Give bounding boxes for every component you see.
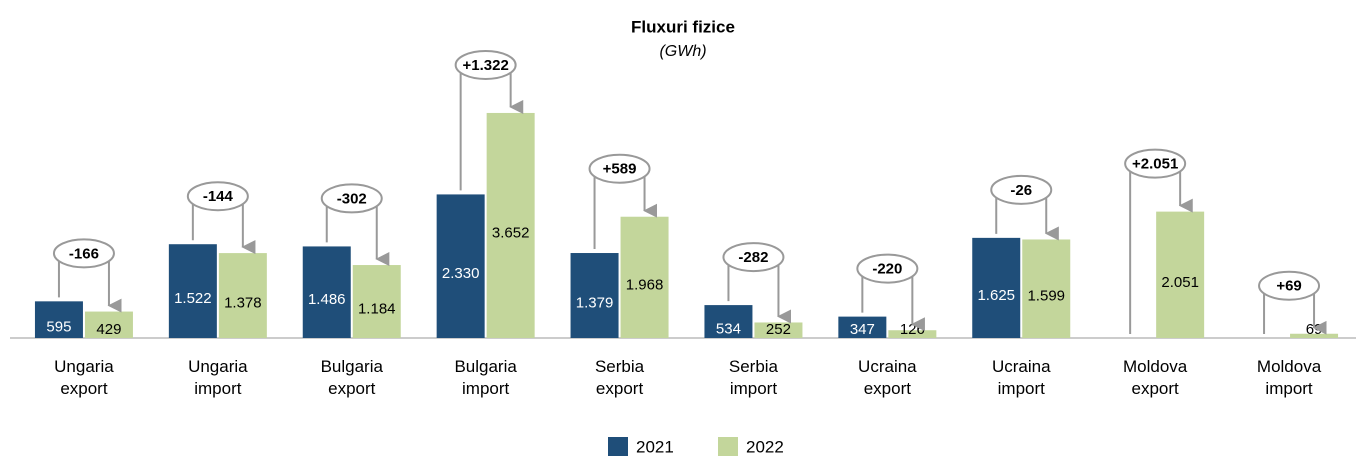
legend-label: 2022 — [746, 437, 784, 456]
x-tick-label: Ungaria export — [54, 357, 114, 398]
data-label: 1.599 — [1027, 288, 1065, 305]
change-bubble — [990, 174, 1053, 205]
change-bubble — [320, 183, 383, 214]
bar — [168, 244, 217, 338]
change-bubble — [588, 153, 651, 184]
data-label: 429 — [96, 321, 121, 338]
x-tick-label: Bulgaria export — [320, 357, 383, 398]
change-label: +2.051 — [1132, 156, 1178, 173]
data-label: 3.652 — [492, 224, 530, 241]
bar — [1156, 211, 1205, 338]
x-tick-label: Bulgaria import — [454, 357, 517, 398]
data-label: 534 — [716, 321, 741, 338]
x-tick-label: Serbia import — [728, 357, 778, 398]
change-bubble — [1258, 270, 1321, 301]
change-label: -144 — [203, 188, 234, 205]
data-label: 1.968 — [626, 276, 664, 293]
x-tick-label: Moldova export — [1123, 357, 1188, 398]
change-bubble — [454, 49, 517, 80]
bar — [34, 301, 83, 338]
change-bubble — [1124, 148, 1187, 179]
data-label: 1.184 — [358, 300, 396, 317]
bar — [218, 253, 267, 338]
change-label: -302 — [337, 190, 367, 207]
change-label: -220 — [872, 261, 902, 278]
bar — [704, 305, 753, 338]
data-label: 2.330 — [442, 265, 480, 282]
data-label: 1.378 — [224, 295, 262, 312]
bar — [352, 265, 401, 338]
data-label: 1.522 — [174, 290, 212, 307]
bar — [302, 246, 351, 338]
data-label: 1.625 — [977, 287, 1015, 304]
x-tick-label: Ungaria import — [188, 357, 248, 398]
data-label: 2.051 — [1161, 274, 1199, 291]
bar — [486, 112, 535, 338]
bar — [972, 237, 1021, 338]
bar — [838, 316, 887, 338]
change-label: +589 — [603, 161, 637, 178]
data-label: 347 — [850, 321, 875, 338]
bar — [888, 330, 937, 338]
bar — [436, 194, 485, 338]
change-label: -26 — [1010, 182, 1032, 199]
change-bubble — [52, 238, 115, 269]
chart-title: Fluxuri fizice — [631, 17, 735, 36]
chart-subtitle: (GWh) — [659, 43, 706, 60]
change-label: +1.322 — [463, 57, 509, 74]
x-tick-label: Ucraina import — [991, 357, 1051, 398]
data-label: 595 — [46, 319, 71, 336]
bar — [754, 322, 803, 338]
change-label: -166 — [69, 245, 99, 262]
change-bubble — [856, 253, 919, 284]
legend-label: 2021 — [636, 437, 674, 456]
change-bubble — [722, 242, 785, 273]
data-label: 1.486 — [308, 291, 346, 308]
bar — [570, 253, 619, 338]
data-label: 252 — [766, 321, 791, 338]
change-bubble — [186, 181, 249, 212]
x-tick-label: Moldova import — [1256, 357, 1322, 398]
legend-swatch — [608, 437, 628, 456]
change-label: +69 — [1276, 278, 1301, 295]
bar — [1022, 239, 1071, 338]
x-tick-label: Ucraina export — [858, 357, 917, 398]
data-label: 1.379 — [576, 294, 614, 311]
x-tick-label: Serbia export — [594, 357, 645, 398]
legend-swatch — [718, 437, 738, 456]
bar — [620, 216, 669, 338]
bar — [1290, 333, 1339, 338]
bar — [84, 311, 133, 338]
change-label: -282 — [738, 249, 768, 266]
